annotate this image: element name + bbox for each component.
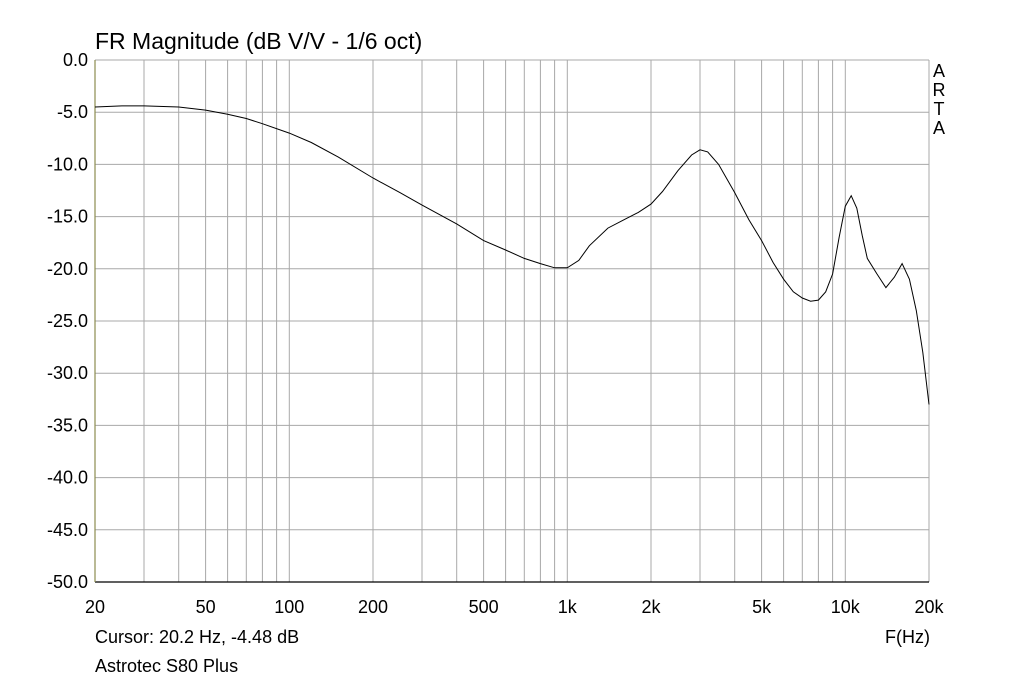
side-label-letter: A xyxy=(932,118,945,138)
x-tick-label: 5k xyxy=(752,597,772,617)
y-tick-label: -45.0 xyxy=(47,520,88,540)
x-tick-label: 500 xyxy=(469,597,499,617)
side-label-letter: A xyxy=(932,61,945,81)
grid xyxy=(95,60,929,582)
y-axis-ticks: 0.0 -5.0 -10.0 -15.0 -20.0 -25.0 -30.0 -35.0 -40… xyxy=(47,50,88,592)
y-tick-label: -20.0 xyxy=(47,259,88,279)
y-tick-label: -15.0 xyxy=(47,207,88,227)
x-axis-label: F(Hz) xyxy=(885,627,930,647)
frequency-response-line xyxy=(94,105,930,405)
y-tick-label: -30.0 xyxy=(47,363,88,383)
y-tick-label: -40.0 xyxy=(47,468,88,488)
x-tick-label: 1k xyxy=(558,597,578,617)
y-tick-label: 0.0 xyxy=(63,50,88,70)
x-tick-label: 20 xyxy=(85,597,105,617)
x-tick-label: 200 xyxy=(358,597,388,617)
chart-title: FR Magnitude (dB V/V - 1/6 oct) xyxy=(95,28,422,54)
plot-frame xyxy=(94,59,930,583)
device-name: Astrotec S80 Plus xyxy=(95,656,239,676)
y-tick-label: -10.0 xyxy=(47,154,88,174)
y-tick-label: -25.0 xyxy=(47,311,88,331)
x-tick-label: 2k xyxy=(641,597,661,617)
x-tick-label: 100 xyxy=(274,597,304,617)
x-tick-label: 50 xyxy=(196,597,216,617)
side-label-letter: R xyxy=(932,80,946,100)
cursor-readout: Cursor: 20.2 Hz, -4.48 dB xyxy=(95,627,300,647)
x-tick-label: 10k xyxy=(831,597,861,617)
side-label-letter: T xyxy=(933,99,945,119)
x-tick-label: 20k xyxy=(914,597,944,617)
x-axis-ticks: 20 50 100 200 500 1k 2k 5k 10k 20k xyxy=(85,597,945,617)
y-tick-label: -5.0 xyxy=(57,102,88,122)
y-tick-label: -35.0 xyxy=(47,415,88,435)
y-tick-label: -50.0 xyxy=(47,572,88,592)
